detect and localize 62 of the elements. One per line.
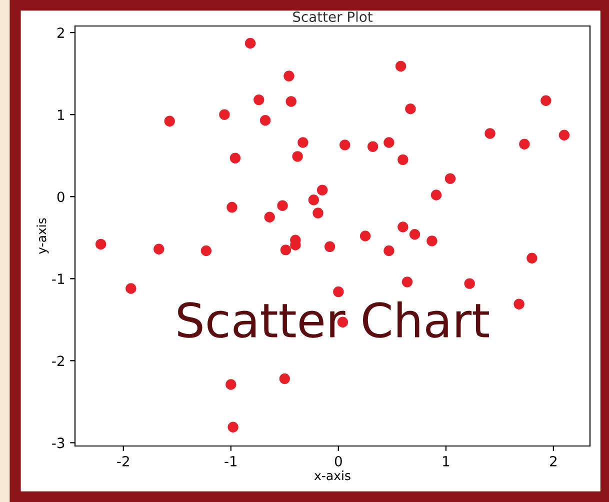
point: [444, 173, 456, 184]
x-tick-label: 2: [550, 456, 556, 466]
annotation: Scatter Chart: [178, 301, 489, 338]
point: [526, 252, 538, 264]
point: [540, 95, 552, 106]
point: [298, 137, 308, 148]
point: [430, 190, 442, 200]
point: [226, 202, 238, 213]
y-tick-label: -1: [52, 274, 64, 284]
point: [333, 286, 344, 298]
point: [398, 222, 408, 232]
point: [228, 422, 238, 432]
point: [244, 38, 256, 49]
point: [519, 138, 530, 150]
point: [254, 94, 264, 106]
point: [126, 283, 136, 294]
point: [395, 60, 406, 72]
point: [405, 104, 416, 114]
y-tick-label: 0: [57, 192, 64, 202]
x-tick-label: 1: [443, 456, 450, 466]
y-tick-label: -3: [52, 438, 64, 448]
point: [558, 130, 570, 140]
y-tick-label: 2: [57, 28, 64, 38]
point: [384, 137, 394, 148]
point: [308, 194, 320, 206]
point: [402, 276, 413, 288]
point: [367, 141, 378, 152]
point: [200, 245, 212, 256]
point: [324, 241, 336, 252]
point: [279, 373, 290, 384]
point: [484, 128, 496, 139]
point: [384, 245, 394, 256]
y-tick-label: -2: [52, 356, 64, 366]
point: [514, 298, 524, 310]
y-tick-label: 1: [58, 110, 64, 120]
point: [286, 96, 296, 107]
y-axis-title: y-axis: [36, 218, 49, 254]
point: [95, 238, 106, 250]
chart-title: Scatter Plot: [293, 11, 373, 22]
point: [164, 116, 175, 127]
point: [154, 244, 164, 254]
point: [284, 70, 294, 82]
point: [260, 114, 271, 126]
point: [264, 212, 275, 222]
point: [226, 379, 236, 390]
point: [316, 184, 328, 196]
point: [312, 208, 324, 218]
x-tick-label: -2: [117, 456, 129, 466]
point: [219, 109, 230, 120]
point: [464, 278, 475, 289]
x-tick-label: -1: [224, 456, 237, 466]
point: [280, 244, 292, 256]
point: [340, 140, 350, 150]
x-axis-title: x-axis: [314, 470, 350, 480]
point: [409, 229, 420, 240]
point: [398, 154, 408, 166]
point: [426, 236, 438, 246]
point: [230, 152, 241, 164]
x-tick-label: 0: [334, 456, 342, 466]
point: [277, 200, 288, 211]
point: [292, 151, 303, 162]
point: [360, 230, 371, 242]
